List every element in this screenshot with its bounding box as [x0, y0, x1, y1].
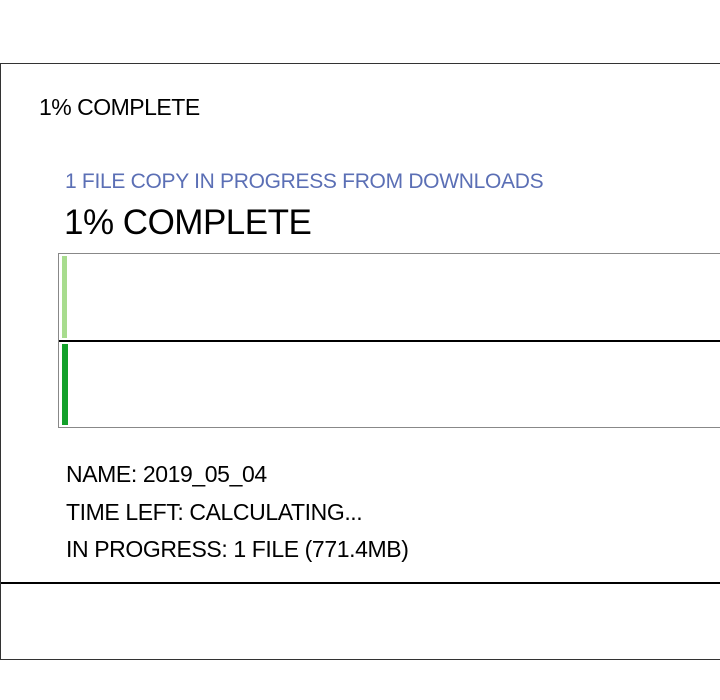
dialog-title: 1% COMPLETE — [39, 94, 200, 120]
overall-progress-fill — [62, 256, 67, 338]
footer-divider — [1, 582, 720, 584]
copy-details: NAME: 2019_05_04 TIME LEFT: CALCULATING.… — [66, 456, 409, 569]
time-left: TIME LEFT: CALCULATING... — [66, 498, 363, 525]
progress-graph — [58, 253, 720, 428]
file-progress-bar — [59, 342, 720, 427]
copy-progress-dialog: 1% COMPLETE 1 FILE COPY IN PROGRESS FROM… — [0, 63, 720, 660]
copy-summary: 1 FILE COPY IN PROGRESS FROM DOWNLOADS — [65, 170, 544, 193]
percent-complete-heading: 1% COMPLETE — [64, 203, 312, 242]
file-progress-fill — [62, 344, 68, 425]
items-in-progress: IN PROGRESS: 1 FILE (771.4MB) — [66, 536, 409, 562]
file-name: NAME: 2019_05_04 — [66, 461, 267, 487]
progress-separator — [59, 340, 720, 342]
overall-progress-bar — [59, 254, 720, 340]
dialog-footer — [1, 584, 720, 659]
